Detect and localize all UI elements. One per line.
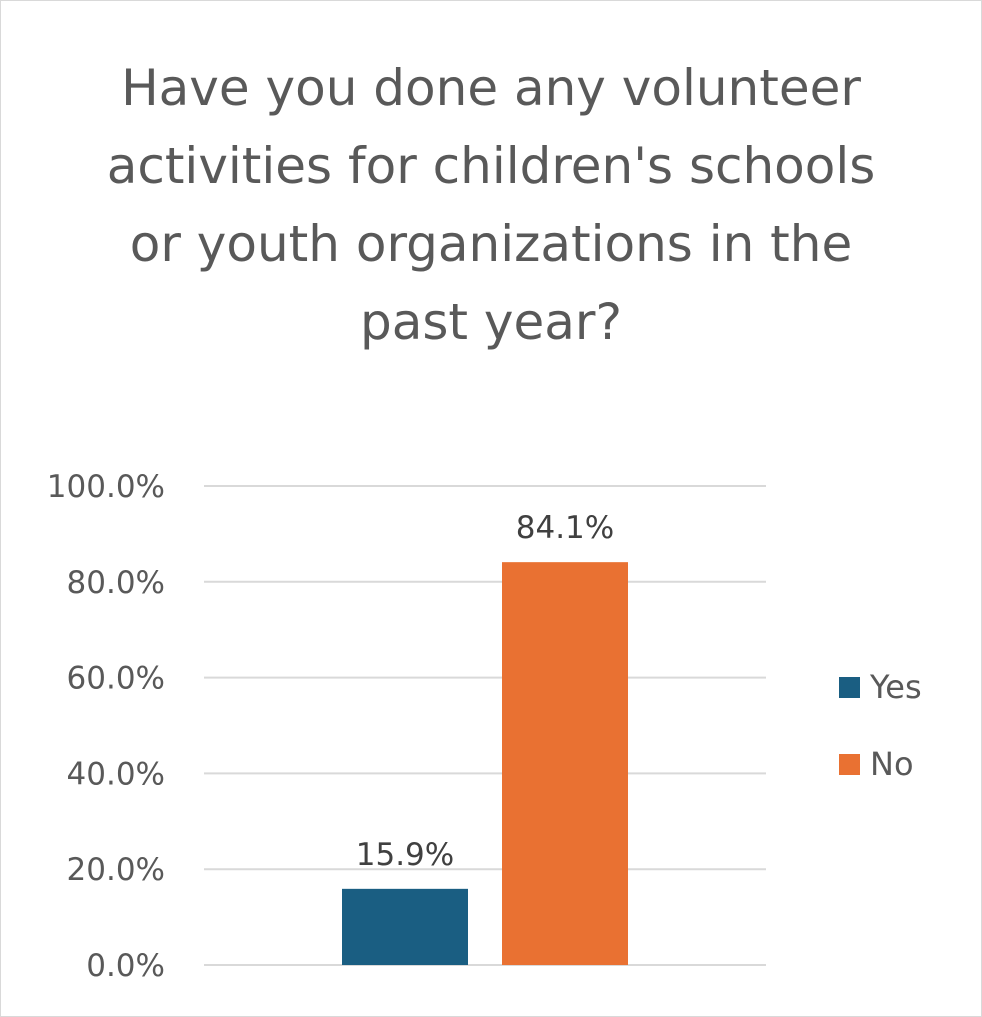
legend-swatch [839,753,860,775]
legend-swatch [839,676,860,698]
data-label-no: 84.1% [516,510,614,546]
bars [342,562,628,965]
y-axis-ticks: 0.0% 20.0% 40.0% 60.0% 80.0% 100.0% [47,469,165,984]
y-tick-label: 100.0% [47,469,165,505]
data-labels: 15.9% 84.1% [356,510,614,873]
y-tick-label: 40.0% [67,756,165,792]
y-tick-label: 60.0% [67,661,165,697]
legend-label: No [870,745,914,783]
chart-title: Have you done any volunteer activities f… [106,59,876,351]
legend-item-no: No [839,742,922,786]
legend: Yes No [839,665,922,819]
y-tick-label: 20.0% [67,852,165,888]
bar-no [502,562,628,965]
bar-yes [342,888,468,965]
y-tick-label: 80.0% [67,565,165,601]
data-label-yes: 15.9% [356,837,454,873]
legend-label: Yes [870,668,922,706]
legend-item-yes: Yes [839,665,922,709]
y-tick-label: 0.0% [86,948,165,984]
gridlines [204,485,766,966]
